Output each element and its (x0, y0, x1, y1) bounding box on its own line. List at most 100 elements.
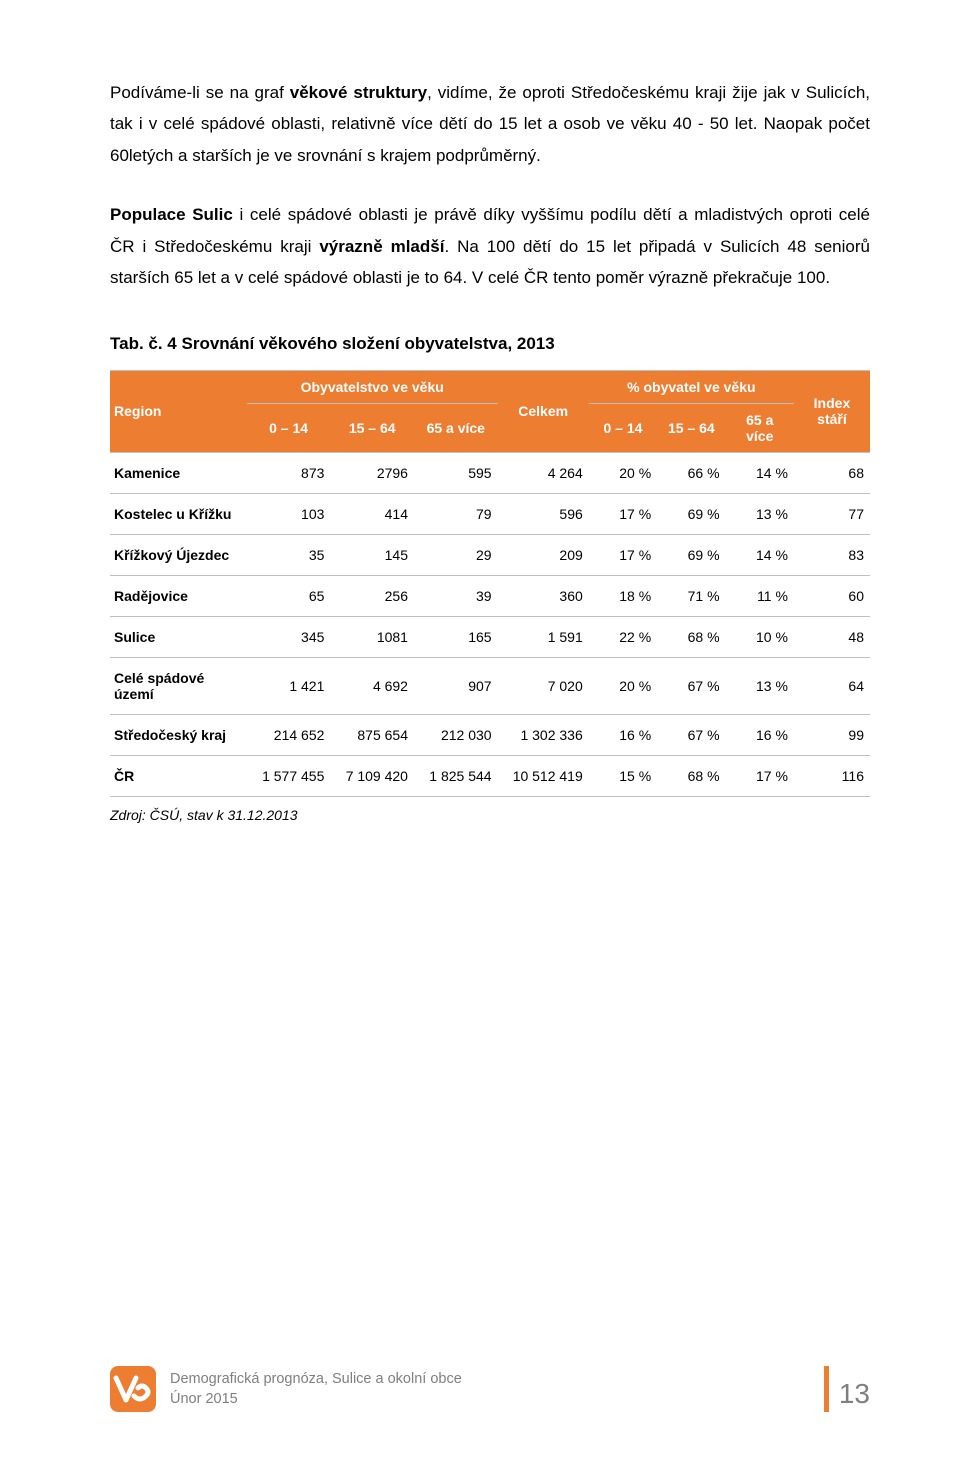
row-name: Radějovice (110, 575, 247, 616)
p1-text-a: Podíváme-li se na graf (110, 83, 290, 102)
table-row: Radějovice652563936018 %71 %11 %60 (110, 575, 870, 616)
cell: 116 (794, 755, 870, 796)
table-row: Sulice34510811651 59122 %68 %10 %48 (110, 616, 870, 657)
footer-line1: Demografická prognóza, Sulice a okolní o… (170, 1369, 462, 1389)
th-region: Region (110, 370, 247, 452)
paragraph-2: Populace Sulic i celé spádové oblasti je… (110, 199, 870, 293)
th-pct: % obyvatel ve věku (589, 370, 794, 403)
cell: 68 % (657, 616, 725, 657)
table-row: Kamenice87327965954 26420 %66 %14 %68 (110, 452, 870, 493)
cell: 65 (247, 575, 331, 616)
table-title: Tab. č. 4 Srovnání věkového složení obyv… (110, 334, 870, 354)
cell: 69 % (657, 493, 725, 534)
cell: 4 692 (330, 657, 414, 714)
table-row: Celé spádové území1 4214 6929077 02020 %… (110, 657, 870, 714)
p1-bold: věkové struktury (290, 83, 427, 102)
th-c0: 0 – 14 (247, 403, 331, 452)
cell: 4 264 (498, 452, 589, 493)
cell: 18 % (589, 575, 657, 616)
th-index: Index stáří (794, 370, 870, 452)
cell: 35 (247, 534, 331, 575)
cell: 145 (330, 534, 414, 575)
cell: 48 (794, 616, 870, 657)
cell: 13 % (726, 493, 794, 534)
cell: 595 (414, 452, 498, 493)
table-row: ČR1 577 4557 109 4201 825 54410 512 4191… (110, 755, 870, 796)
cell: 1081 (330, 616, 414, 657)
row-name: Kostelec u Křížku (110, 493, 247, 534)
footer-right: 13 (824, 1366, 870, 1412)
cell: 17 % (589, 534, 657, 575)
cell: 873 (247, 452, 331, 493)
cell: 360 (498, 575, 589, 616)
row-name: Křížkový Újezdec (110, 534, 247, 575)
p2-bold-a: Populace Sulic (110, 205, 233, 224)
row-name: Kamenice (110, 452, 247, 493)
th-c5: 65 a více (726, 403, 794, 452)
cell: 71 % (657, 575, 725, 616)
logo-icon (110, 1366, 156, 1412)
paragraph-1: Podíváme-li se na graf věkové struktury,… (110, 77, 870, 171)
cell: 875 654 (330, 714, 414, 755)
cell: 20 % (589, 452, 657, 493)
cell: 68 (794, 452, 870, 493)
cell: 17 % (726, 755, 794, 796)
cell: 14 % (726, 452, 794, 493)
row-name: ČR (110, 755, 247, 796)
cell: 79 (414, 493, 498, 534)
cell: 345 (247, 616, 331, 657)
cell: 414 (330, 493, 414, 534)
footer-line2: Únor 2015 (170, 1389, 462, 1409)
cell: 66 % (657, 452, 725, 493)
th-c2: 65 a více (414, 403, 498, 452)
th-c3: 0 – 14 (589, 403, 657, 452)
cell: 1 825 544 (414, 755, 498, 796)
cell: 10 % (726, 616, 794, 657)
cell: 14 % (726, 534, 794, 575)
cell: 15 % (589, 755, 657, 796)
cell: 214 652 (247, 714, 331, 755)
th-c4: 15 – 64 (657, 403, 725, 452)
cell: 1 591 (498, 616, 589, 657)
page-footer: Demografická prognóza, Sulice a okolní o… (110, 1366, 870, 1412)
cell: 39 (414, 575, 498, 616)
cell: 60 (794, 575, 870, 616)
page: Podíváme-li se na graf věkové struktury,… (0, 0, 960, 1462)
cell: 20 % (589, 657, 657, 714)
cell: 1 421 (247, 657, 331, 714)
cell: 1 302 336 (498, 714, 589, 755)
age-structure-table: Region Obyvatelstvo ve věku Celkem % oby… (110, 370, 870, 797)
cell: 69 % (657, 534, 725, 575)
table-body: Kamenice87327965954 26420 %66 %14 %68Kos… (110, 452, 870, 796)
cell: 212 030 (414, 714, 498, 755)
page-number: 13 (839, 1380, 870, 1412)
cell: 64 (794, 657, 870, 714)
cell: 22 % (589, 616, 657, 657)
row-name: Sulice (110, 616, 247, 657)
cell: 13 % (726, 657, 794, 714)
cell: 67 % (657, 657, 725, 714)
th-c1: 15 – 64 (330, 403, 414, 452)
cell: 209 (498, 534, 589, 575)
p2-bold-c: výrazně mladší (319, 237, 444, 256)
table-row: Středočeský kraj214 652875 654212 0301 3… (110, 714, 870, 755)
footer-text: Demografická prognóza, Sulice a okolní o… (170, 1369, 462, 1410)
row-name: Celé spádové území (110, 657, 247, 714)
cell: 10 512 419 (498, 755, 589, 796)
cell: 256 (330, 575, 414, 616)
cell: 16 % (589, 714, 657, 755)
cell: 596 (498, 493, 589, 534)
footer-accent-bar (824, 1366, 829, 1412)
cell: 29 (414, 534, 498, 575)
cell: 11 % (726, 575, 794, 616)
cell: 907 (414, 657, 498, 714)
table-source: Zdroj: ČSÚ, stav k 31.12.2013 (110, 807, 870, 823)
row-name: Středočeský kraj (110, 714, 247, 755)
table-head: Region Obyvatelstvo ve věku Celkem % oby… (110, 370, 870, 452)
table-row: Křížkový Újezdec351452920917 %69 %14 %83 (110, 534, 870, 575)
cell: 77 (794, 493, 870, 534)
cell: 67 % (657, 714, 725, 755)
cell: 1 577 455 (247, 755, 331, 796)
cell: 17 % (589, 493, 657, 534)
cell: 7 020 (498, 657, 589, 714)
